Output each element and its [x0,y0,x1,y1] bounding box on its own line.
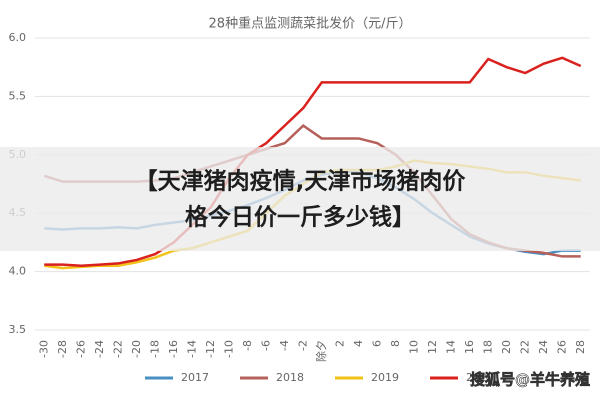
x-tick-label: 26 [555,340,568,354]
x-tick-label: -16 [167,340,180,358]
x-tick-label: 10 [407,340,420,354]
x-tick-label: -6 [259,340,272,351]
x-tick-label: 18 [481,340,494,354]
y-tick-label: 3.5 [9,323,27,336]
x-tick-label: -12 [204,340,217,358]
x-tick-label: 除夕 [314,340,328,362]
x-tick-label: -2 [296,340,309,351]
x-tick-label: -4 [278,340,291,351]
legend-label: 2018 [276,371,304,384]
x-tick-label: 20 [500,340,513,354]
x-tick-label: -10 [222,340,235,358]
x-tick-label: 2 [333,340,346,347]
x-tick-label: 8 [389,340,402,347]
x-tick-label: -24 [93,340,106,358]
x-tick-label: -8 [241,340,254,351]
x-tick-label: -20 [130,340,143,358]
banner-background [0,147,600,251]
banner-text: 【天津猪肉疫情,天津市场猪肉价 [135,168,467,195]
x-tick-label: -28 [56,340,69,358]
chart-title: 28种重点监测蔬菜批发价（元/斤） [209,16,412,32]
x-tick-label: 22 [518,340,531,354]
legend-label: 2019 [371,371,399,384]
series-line [44,56,582,268]
x-tick-label: 24 [537,340,550,354]
banner-text: 格今日价一斤多少钱】 [185,204,415,231]
x-tick-label: 14 [444,340,457,354]
y-tick-label: 5.5 [9,89,27,102]
y-tick-label: 4.0 [9,265,27,278]
x-tick-label: 12 [426,340,439,354]
y-tick-label: 6.0 [9,31,27,44]
x-tick-label: -14 [185,340,198,358]
x-tick-label: -22 [111,340,124,358]
legend-label: 2017 [181,371,209,384]
x-tick-label: 28 [574,340,587,354]
x-tick-label: 6 [370,340,383,347]
legend-label: 2020 [466,371,494,384]
x-tick-label: -30 [37,340,50,358]
x-tick-label: 4 [352,340,365,347]
x-tick-label: -26 [74,340,87,358]
watermark: 搜狐号@羊牛养殖 [470,371,590,389]
x-tick-label: 16 [463,340,476,354]
x-tick-label: -18 [148,340,161,358]
